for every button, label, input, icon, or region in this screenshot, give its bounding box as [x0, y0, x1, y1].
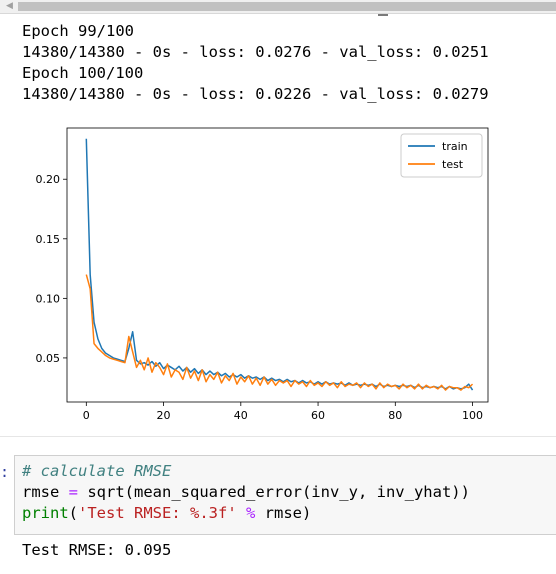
- scroll-marker: [378, 14, 388, 16]
- series-line-test: [85, 274, 474, 391]
- legend-label-test: test: [442, 158, 464, 171]
- code-args: rmse): [255, 504, 312, 522]
- code-comment: # calculate RMSE: [22, 462, 172, 480]
- code-space: [237, 504, 246, 522]
- x-tick-label: 0: [83, 409, 90, 422]
- code-line-rmse[interactable]: rmse = sqrt(mean_squared_error(inv_y, in…: [22, 482, 470, 503]
- x-tick-label: 60: [311, 409, 325, 422]
- code-paren: (: [68, 504, 79, 522]
- code-assign-op: =: [68, 483, 79, 501]
- cell-prompt: :: [0, 463, 10, 481]
- output-line: Epoch 99/100: [22, 22, 134, 40]
- code-string: 'Test RMSE: %.3f': [78, 504, 237, 522]
- cell-divider: [0, 436, 556, 437]
- output-line: 14380/14380 - 0s - loss: 0.0226 - val_lo…: [22, 85, 489, 103]
- code-print-fn: print: [22, 504, 69, 522]
- horizontal-scrollbar[interactable]: ◀: [0, 0, 556, 14]
- legend-box: [400, 133, 483, 178]
- scrollbar-thumb[interactable]: [18, 2, 556, 11]
- plot-frame: [66, 127, 489, 403]
- y-tick-label: 0.10: [36, 292, 61, 305]
- x-tick-label: 80: [388, 409, 402, 422]
- x-tick-label: 100: [462, 409, 483, 422]
- x-tick-label: 40: [234, 409, 248, 422]
- code-lhs: rmse: [22, 483, 69, 501]
- y-tick-label: 0.05: [36, 352, 61, 365]
- y-tick-label: 0.20: [36, 173, 61, 186]
- legend-label-train: train: [442, 140, 468, 153]
- x-tick-label: 20: [157, 409, 171, 422]
- code-line-comment[interactable]: # calculate RMSE: [22, 461, 171, 482]
- code-line-print[interactable]: print('Test RMSE: %.3f' % rmse): [22, 503, 311, 524]
- y-tick-label: 0.15: [36, 233, 61, 246]
- code-rhs: sqrt(mean_squared_error(inv_y, inv_yhat)…: [78, 483, 470, 501]
- scroll-left-icon[interactable]: ◀: [6, 1, 13, 11]
- code-cell[interactable]: [14, 455, 556, 535]
- output-line: Epoch 100/100: [22, 64, 144, 82]
- loss-chart: 0 20 40 60 80 100 0.05 0.10 0.15 0.20 train test: [36, 127, 489, 422]
- rmse-output: Test RMSE: 0.095: [22, 541, 172, 559]
- code-percent-op: %: [246, 504, 256, 522]
- output-line: 14380/14380 - 0s - loss: 0.0276 - val_lo…: [22, 43, 489, 61]
